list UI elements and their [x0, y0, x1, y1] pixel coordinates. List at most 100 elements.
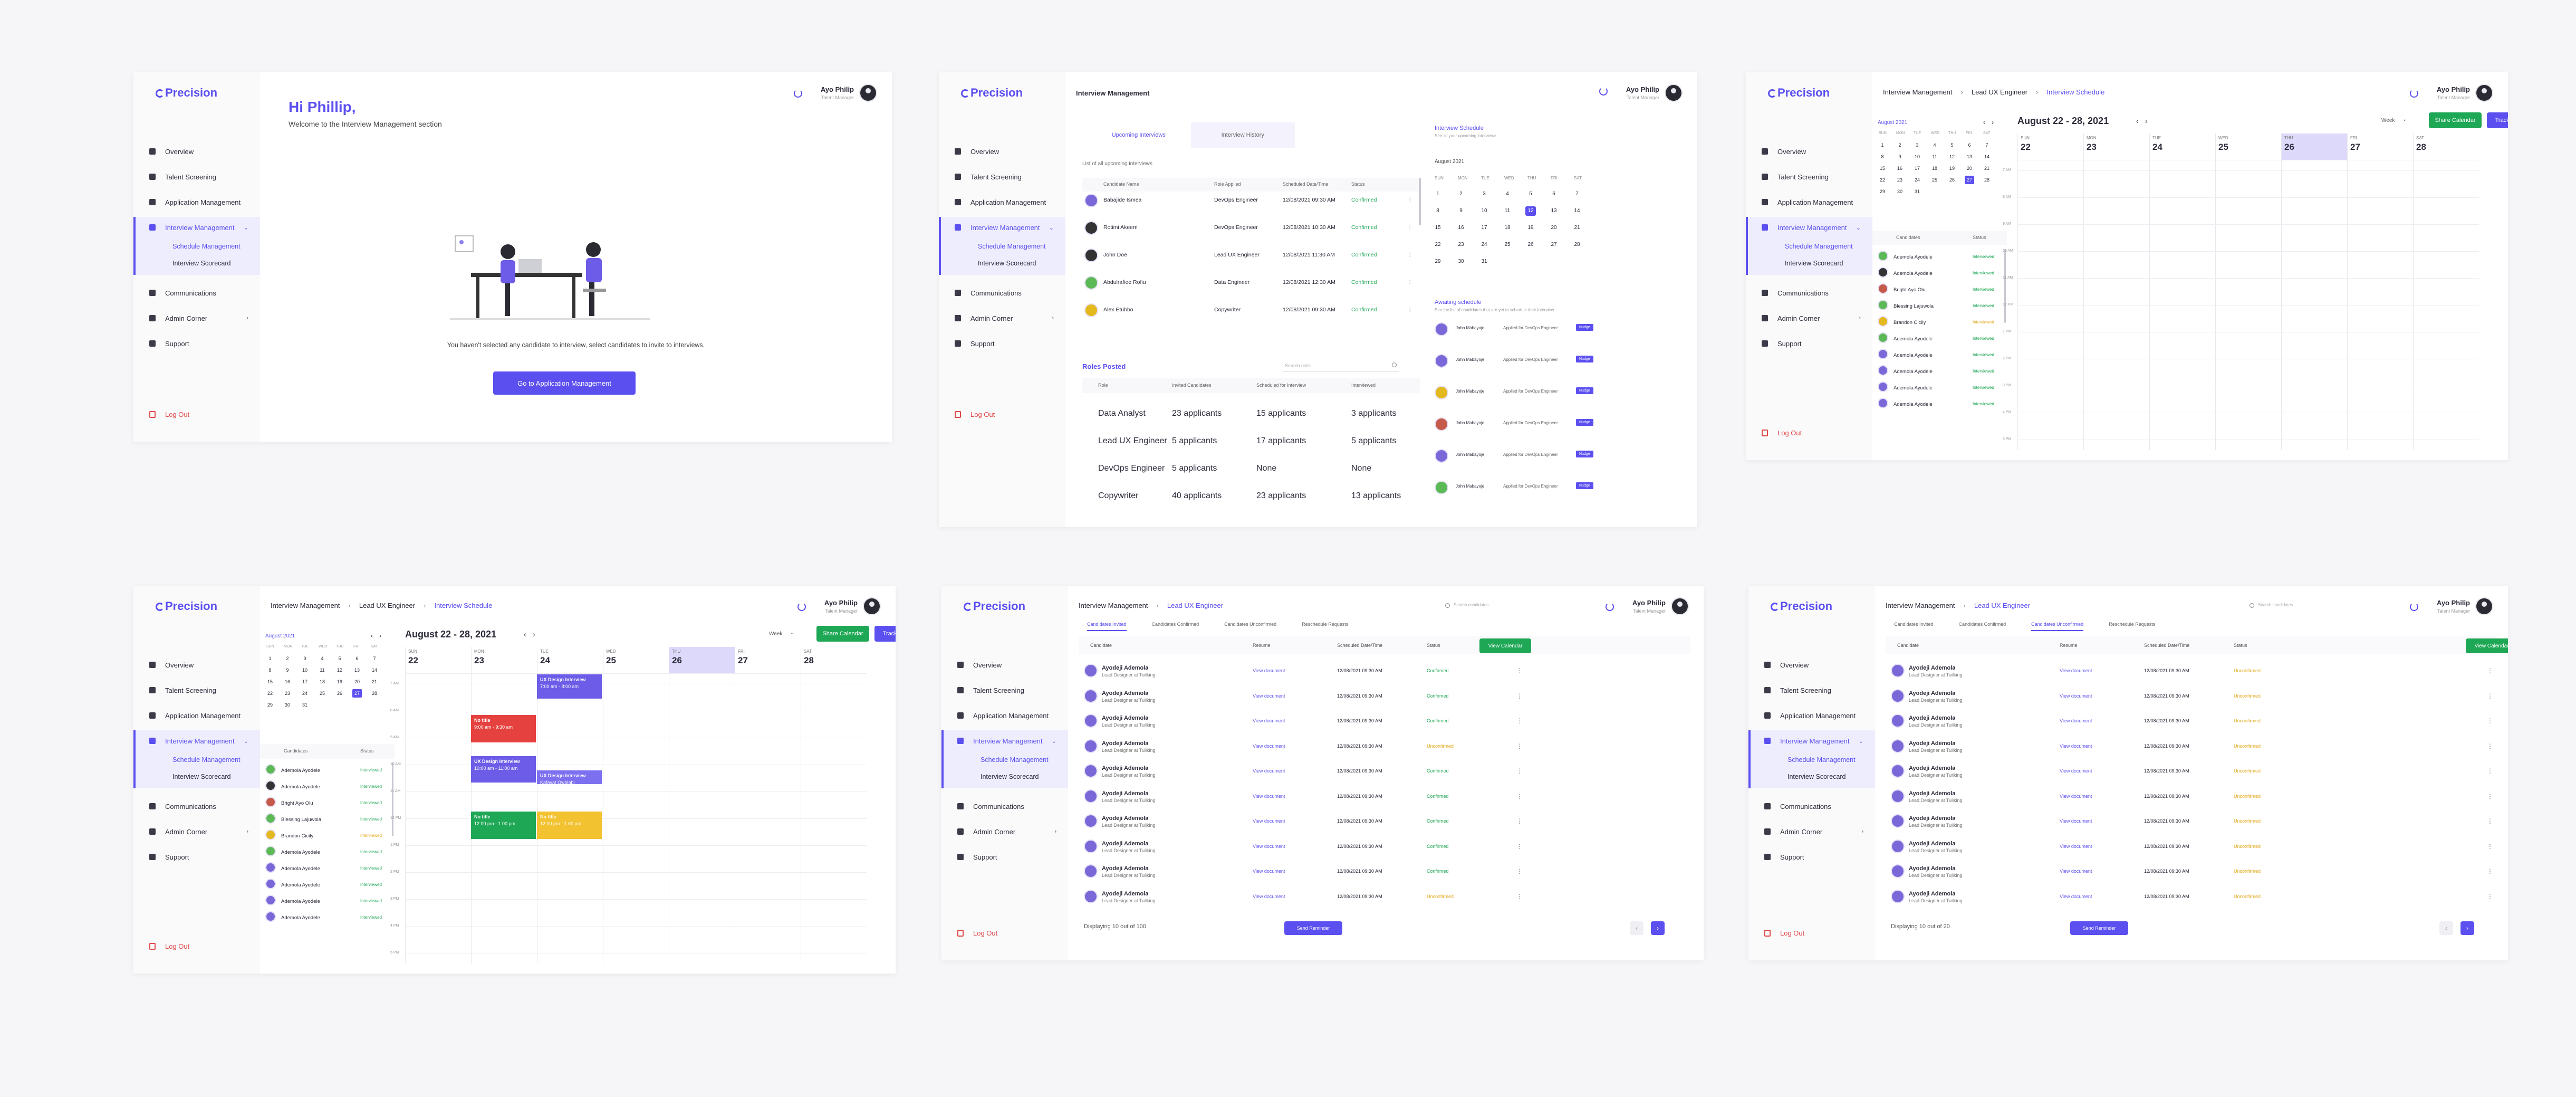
calendar-day[interactable]: 7	[1985, 142, 1988, 148]
next-week-button[interactable]: ›	[2145, 117, 2148, 125]
calendar-day[interactable]: 28	[1574, 242, 1580, 247]
calendar-day[interactable]: 24	[1914, 177, 1920, 183]
calendar-day[interactable]: 11	[1504, 208, 1511, 214]
calendar-day[interactable]: 8	[1436, 208, 1439, 214]
candidate-name[interactable]: Ademola Ayodele	[281, 784, 320, 790]
refresh-icon[interactable]	[1606, 603, 1614, 611]
brand-logo[interactable]: Precision	[1771, 599, 1832, 613]
calendar-day[interactable]: 8	[268, 667, 272, 673]
calendar-day[interactable]: 30	[284, 702, 290, 708]
table-scrollbar[interactable]	[1419, 178, 1421, 225]
candidate-name[interactable]: Ayodeji Ademola	[1102, 815, 1149, 822]
resume-link[interactable]: View document	[2060, 768, 2092, 774]
nav-admin-corner[interactable]: Admin Corner ›	[939, 308, 1065, 329]
candidate-name[interactable]: Ademola Ayodele	[281, 882, 320, 888]
candidate-name[interactable]: Ayodeji Ademola	[1909, 815, 1956, 822]
nav-application-management[interactable]: Application Management	[939, 192, 1065, 213]
row-menu-button[interactable]: ⋮	[1407, 307, 1413, 313]
nav-interview-scorecard[interactable]: Interview Scorecard	[978, 260, 1036, 267]
nav-support[interactable]: Support	[1748, 846, 1875, 867]
user-profile[interactable]: Ayo Philip Talent Manager	[821, 84, 877, 102]
nav-interview-management[interactable]: Interview Management ⌄	[939, 217, 1065, 238]
user-profile[interactable]: Ayo Philip Talent Manager	[2437, 597, 2493, 615]
send-reminder-button[interactable]: Send Reminder	[2070, 921, 2128, 935]
calendar-day[interactable]: 14	[1574, 208, 1580, 214]
resume-link[interactable]: View document	[1253, 668, 1285, 673]
nav-schedule-management[interactable]: Schedule Management	[981, 756, 1049, 764]
nav-admin-corner[interactable]: Admin Corner ›	[133, 308, 260, 329]
calendar-day[interactable]: 15	[267, 679, 273, 684]
calendar-event[interactable]: UX Design Interview 10:00 am - 11:00 am	[471, 756, 536, 783]
user-profile[interactable]: Ayo Philip Talent Manager	[2437, 84, 2493, 102]
nav-interview-management[interactable]: Interview Management ⌄	[1748, 730, 1875, 751]
candidates-scrollbar[interactable]	[392, 762, 393, 836]
nav-interview-scorecard[interactable]: Interview Scorecard	[172, 260, 231, 267]
candidate-name[interactable]: Ayodeji Ademola	[1909, 865, 1956, 872]
tab-3[interactable]: Reschedule Requests	[1302, 622, 1349, 627]
resume-link[interactable]: View document	[1253, 843, 1285, 849]
nav-admin-corner[interactable]: Admin Corner ›	[1746, 308, 1872, 329]
calendar-day[interactable]: 5	[338, 656, 341, 661]
candidate-name[interactable]: Ayodeji Ademola	[1909, 840, 1956, 847]
breadcrumb-item[interactable]: Interview Management	[1886, 602, 1955, 609]
tab-3[interactable]: Reschedule Requests	[2109, 622, 2156, 627]
calendar-day[interactable]: 29	[1435, 259, 1441, 264]
view-calendar-button[interactable]: View Calendar	[1479, 638, 1531, 653]
calendar-day[interactable]: 13	[1551, 208, 1557, 214]
go-to-application-button[interactable]: Go to Application Management	[493, 371, 636, 395]
refresh-icon[interactable]	[2410, 89, 2418, 98]
candidate-name[interactable]: Blessing Lajuwola	[281, 817, 322, 823]
resume-link[interactable]: View document	[2060, 818, 2092, 824]
calendar-day[interactable]: 4	[321, 656, 324, 661]
prev-week-button[interactable]: ‹	[2136, 117, 2139, 125]
row-menu-button[interactable]: ⋮	[2487, 867, 2493, 875]
calendar-day[interactable]: 26	[1949, 177, 1955, 183]
calendar-day[interactable]: 30	[1458, 259, 1464, 264]
candidate-name[interactable]: Bright Ayo Olu	[1893, 287, 1926, 293]
calendar-day[interactable]: 5	[1950, 142, 1954, 148]
row-menu-button[interactable]: ⋮	[1516, 792, 1523, 800]
calendar-day[interactable]: 6	[1552, 191, 1555, 197]
nav-support[interactable]: Support	[133, 333, 260, 354]
calendar-day[interactable]: 24	[302, 691, 307, 696]
calendar-day[interactable]: 9	[1898, 154, 1901, 159]
calendar-day[interactable]: 7	[1575, 191, 1579, 197]
nav-communications[interactable]: Communications	[133, 796, 260, 817]
row-menu-button[interactable]: ⋮	[1516, 667, 1523, 674]
nav-interview-management[interactable]: Interview Management ⌄	[1746, 217, 1872, 238]
candidate-name[interactable]: Ademola Ayodele	[1893, 352, 1933, 358]
calendar-day[interactable]: 26	[1527, 242, 1534, 247]
calendar-day[interactable]: 10	[1481, 208, 1487, 214]
candidate-name[interactable]: Ayodeji Ademola	[1102, 765, 1149, 771]
nav-communications[interactable]: Communications	[1748, 796, 1875, 817]
candidate-name[interactable]: Ayodeji Ademola	[1909, 790, 1956, 797]
resume-link[interactable]: View document	[2060, 743, 2092, 749]
candidate-name[interactable]: Ayodeji Ademola	[1102, 890, 1149, 897]
share-calendar-button[interactable]: Share Calendar	[816, 626, 869, 642]
calendar-day[interactable]: 16	[1897, 166, 1902, 171]
candidate-name[interactable]: Brandon Cicily	[1893, 320, 1926, 326]
candidate-name[interactable]: Ayodeji Ademola	[1909, 890, 1956, 897]
nav-admin-corner[interactable]: Admin Corner ›	[133, 821, 260, 842]
calendar-day[interactable]: 15	[1879, 166, 1885, 171]
row-menu-button[interactable]: ⋮	[2487, 667, 2493, 674]
resume-link[interactable]: View document	[1253, 718, 1285, 723]
calendar-event[interactable]: No title 12:00 pm - 1:00 pm	[471, 812, 536, 839]
refresh-icon[interactable]	[794, 89, 802, 98]
selected-day[interactable]: 12	[1525, 206, 1536, 216]
candidate-name[interactable]: Ademola Ayodele	[1893, 254, 1933, 260]
calendar-day[interactable]: 9	[286, 667, 289, 673]
resume-link[interactable]: View document	[2060, 843, 2092, 849]
candidate-name[interactable]: Ademola Ayodele	[1893, 385, 1933, 391]
calendar-day[interactable]: 21	[1984, 166, 1989, 171]
calendar-day[interactable]: 13	[354, 667, 360, 673]
calendar-day[interactable]: 20	[354, 679, 360, 684]
view-select[interactable]: Week	[769, 631, 783, 637]
candidates-scrollbar[interactable]	[2004, 249, 2006, 323]
candidate-name[interactable]: Ademola Ayodele	[1893, 402, 1933, 407]
nav-talent-screening[interactable]: Talent Screening	[133, 166, 260, 187]
calendar-day[interactable]: 28	[1984, 177, 1989, 183]
nav-talent-screening[interactable]: Talent Screening	[939, 166, 1065, 187]
calendar-day[interactable]: 29	[1879, 189, 1885, 194]
candidate-name[interactable]: Ayodeji Ademola	[1102, 840, 1149, 847]
